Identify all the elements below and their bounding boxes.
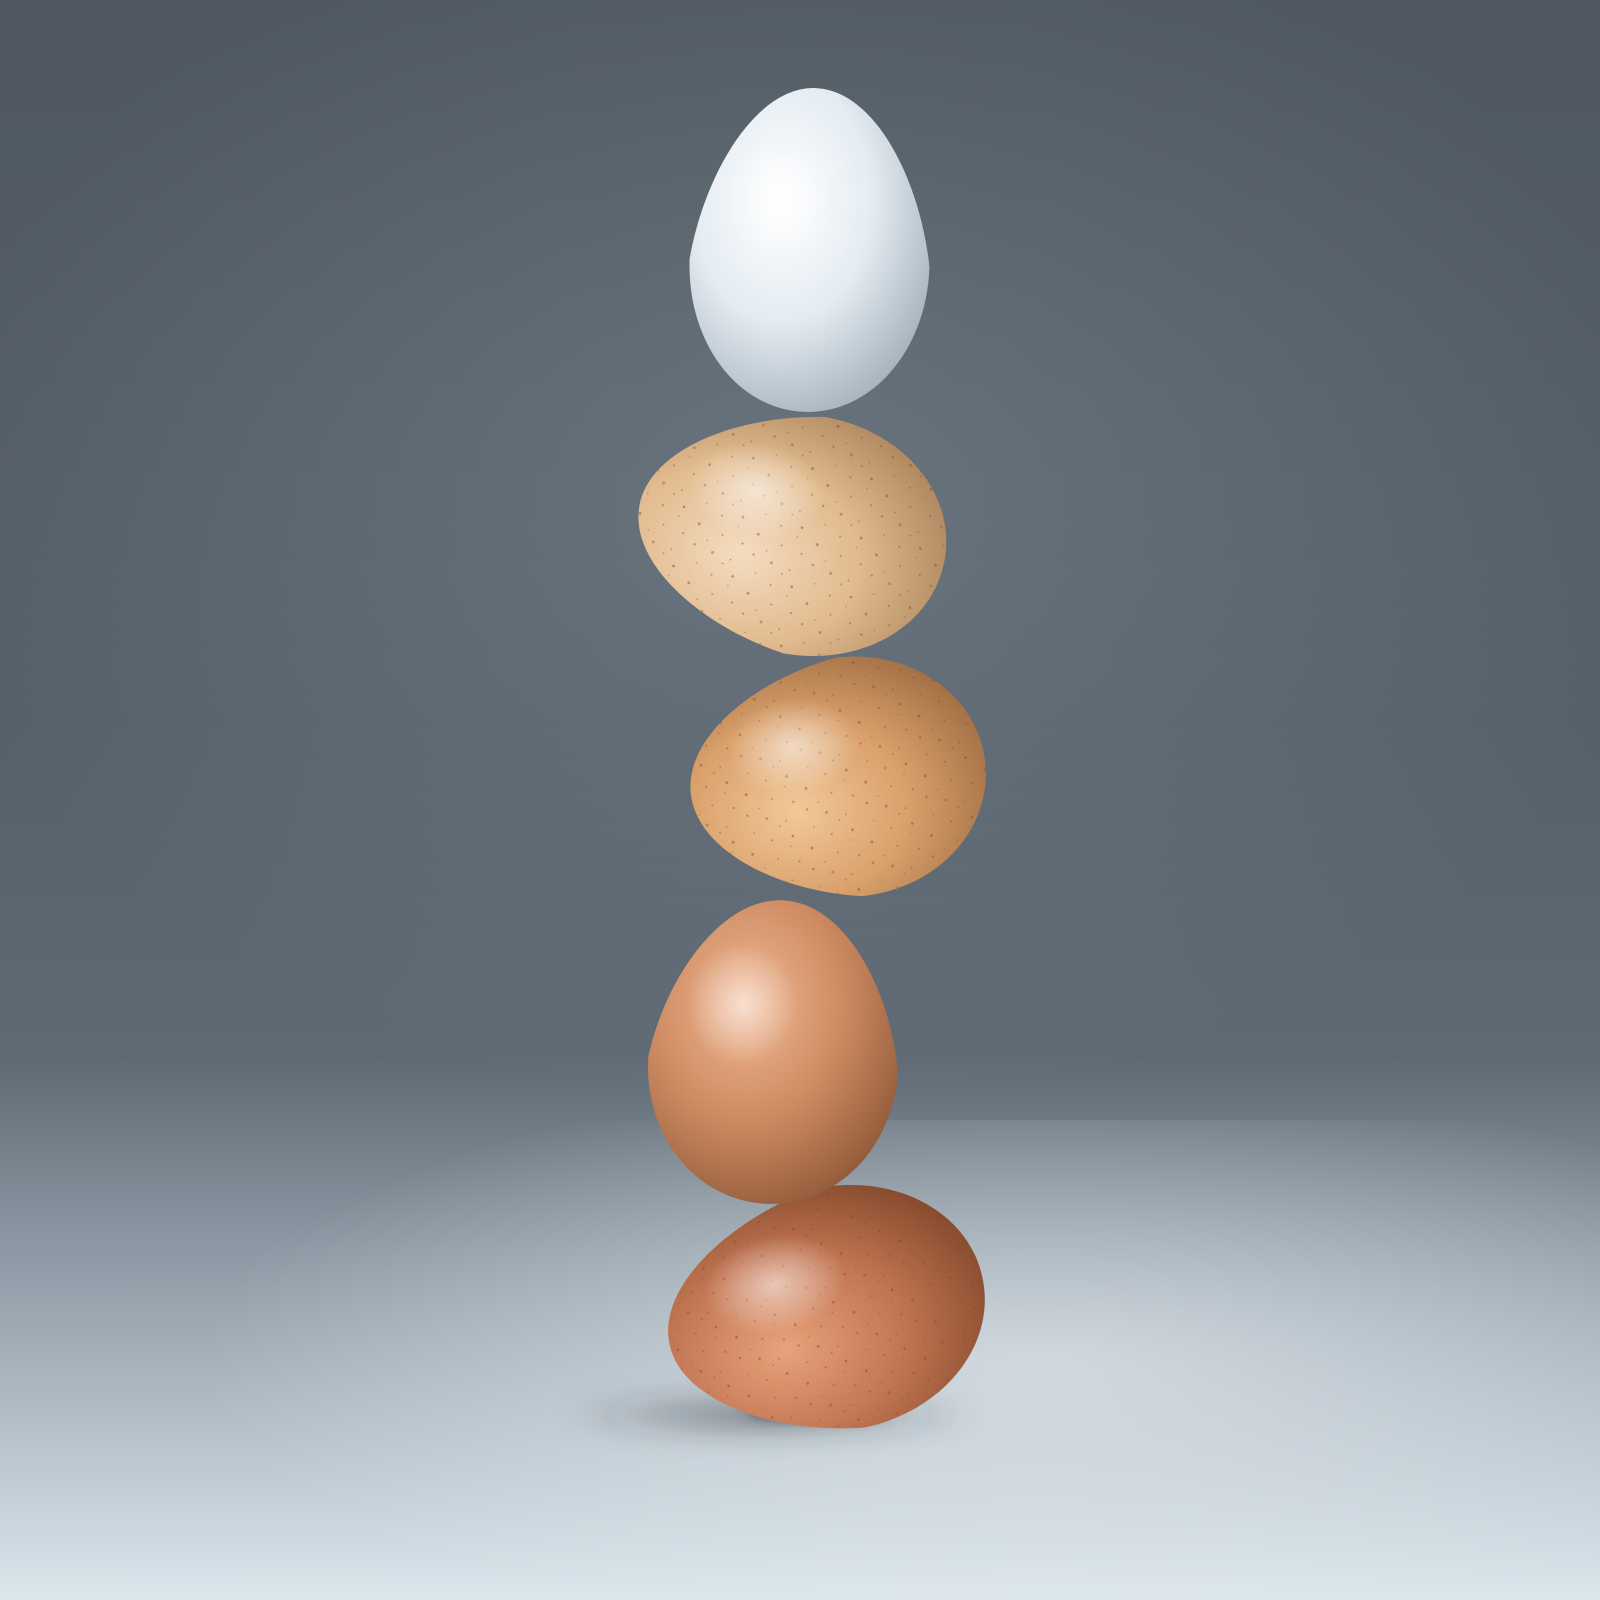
egg-cream-speckled-highlight: [686, 441, 825, 539]
egg-brown-bottom-highlight: [703, 1234, 846, 1335]
egg-light-brown: [648, 900, 898, 1204]
egg-white-top-highlight: [724, 135, 833, 266]
egg-tan-highlight: [726, 698, 860, 795]
egg-brown-bottom: [668, 1185, 985, 1429]
egg-light-brown-highlight: [685, 943, 799, 1065]
egg-white-top: [689, 88, 930, 412]
egg-tan: [690, 656, 986, 897]
egg-stack: [638, 88, 986, 1429]
egg-cream-speckled: [638, 416, 947, 657]
